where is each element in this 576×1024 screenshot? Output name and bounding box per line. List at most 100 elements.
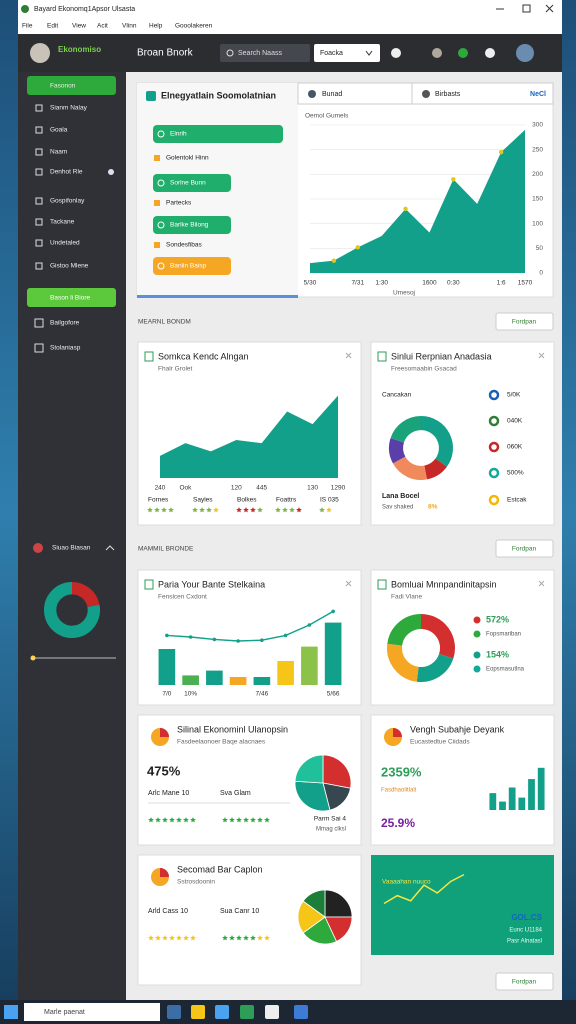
kpi-value: 475%	[147, 763, 181, 778]
taskbar-app[interactable]	[294, 1005, 308, 1019]
star-icon	[296, 507, 302, 513]
checkbox[interactable]	[34, 343, 44, 353]
sidebar-item[interactable]: Fasonon	[50, 83, 76, 90]
taskbar-app[interactable]	[240, 1005, 254, 1019]
star-icon	[264, 935, 270, 941]
sidebar-item[interactable]: Bailgofore	[50, 320, 80, 327]
card-title: Bomluai Mnnpandinitapsin	[391, 579, 497, 589]
data-point	[331, 258, 337, 263]
menu-item[interactable]: Gooolakeren	[175, 23, 213, 30]
taskbar-search[interactable]	[24, 1003, 160, 1021]
section-button-label[interactable]: Fordpan	[512, 546, 537, 553]
taskbar-app[interactable]	[167, 1005, 181, 1019]
maximize-button[interactable]	[522, 4, 531, 13]
button-label[interactable]: Barlke Bilong	[170, 222, 209, 229]
sidebar-item[interactable]: Gospifonlay	[50, 198, 85, 205]
sidebar-item[interactable]: Tackane	[50, 219, 75, 226]
list-item[interactable]: Sondesfibas	[166, 242, 203, 249]
button-label[interactable]: Sorlne Bunn	[170, 180, 206, 187]
sidebar-active[interactable]	[27, 76, 116, 95]
tab-icon	[422, 90, 430, 98]
list-item[interactable]: Partecks	[166, 200, 192, 207]
card-subtitle: Eucastedtue Ciidads	[410, 739, 470, 746]
button-label[interactable]: Banlin Baisp	[170, 263, 207, 270]
star-icon	[282, 507, 288, 513]
trend-point	[236, 639, 240, 643]
start-button[interactable]	[4, 1005, 18, 1019]
legend-dot	[488, 467, 500, 479]
sidebar-item[interactable]: Undetaled	[50, 240, 80, 247]
tab-label[interactable]: NeCl	[530, 91, 546, 98]
green-button[interactable]	[153, 174, 231, 192]
overview-icon	[146, 91, 156, 101]
section-button-label[interactable]: Fordpan	[512, 319, 537, 326]
legend-dot	[473, 651, 481, 659]
checkbox[interactable]	[34, 318, 44, 328]
header-icon[interactable]	[458, 48, 468, 58]
area	[160, 395, 338, 478]
star-icon	[147, 507, 153, 513]
menu-item[interactable]: File	[22, 23, 33, 30]
bar	[528, 779, 535, 810]
brand-name: Broan Bnork	[137, 48, 194, 59]
card-title: Silinal Ekonominl Ulanopsin	[177, 724, 288, 734]
trend-point	[188, 635, 193, 639]
header-icon[interactable]	[432, 48, 442, 58]
taskbar-app[interactable]	[191, 1005, 205, 1019]
list-item[interactable]: Golentokl Hinn	[166, 155, 209, 162]
taskbar-app[interactable]	[265, 1005, 279, 1019]
tab[interactable]	[411, 82, 554, 105]
tab-icon	[308, 90, 316, 98]
sidebar-icon	[35, 197, 43, 205]
bar	[206, 670, 223, 685]
section-button[interactable]	[495, 972, 554, 991]
app-icon	[21, 5, 29, 13]
header-icon[interactable]	[485, 48, 495, 58]
sidebar-item[interactable]: Sianm Nalay	[50, 105, 88, 112]
search-input[interactable]: Search Naass	[238, 50, 282, 57]
sidebar-action[interactable]	[27, 288, 116, 307]
tab-label[interactable]: Bunad	[322, 91, 342, 98]
bar	[499, 801, 506, 810]
menu-item[interactable]: View	[72, 23, 86, 30]
card-subtitle: Fenslcen Cxdont	[158, 594, 207, 601]
menu-item[interactable]: Help	[149, 23, 163, 30]
menu-item[interactable]: Edit	[47, 23, 58, 30]
button-label[interactable]: Elnrih	[170, 131, 187, 138]
close-icon[interactable]	[538, 352, 545, 359]
y-tick-label: 200	[532, 171, 543, 178]
taskbar-app[interactable]	[215, 1005, 229, 1019]
orange-button[interactable]	[153, 257, 231, 275]
bar	[158, 649, 176, 685]
taskbar-search-text[interactable]: Marle paenat	[44, 1009, 85, 1016]
close-icon[interactable]	[538, 580, 545, 587]
badge: GOL.CS	[511, 913, 542, 922]
sidebar-item[interactable]: Naam	[50, 149, 67, 156]
sidebar-item[interactable]: Goala	[50, 127, 68, 134]
green-button[interactable]	[153, 125, 283, 143]
search-box[interactable]	[220, 44, 310, 62]
close-icon[interactable]	[345, 352, 352, 359]
sidebar-item[interactable]: Gistoo Mlene	[50, 263, 89, 270]
section-button[interactable]	[495, 312, 554, 331]
sidebar-item[interactable]: Denhot Rle	[50, 169, 83, 176]
x-tick-label: 240	[155, 485, 166, 492]
tab-label[interactable]: Birbasts	[435, 91, 461, 98]
header-icon[interactable]	[516, 44, 534, 62]
item-icon	[154, 242, 160, 248]
dropdown-value[interactable]: Foacka	[320, 50, 343, 57]
sidebar-button[interactable]: Bason li Biore	[50, 295, 90, 302]
section-button-label[interactable]: Fordpan	[512, 979, 537, 986]
menu-item[interactable]: Acit	[97, 23, 108, 30]
header-icon[interactable]	[391, 48, 401, 58]
dropdown[interactable]	[314, 44, 380, 62]
green-button[interactable]	[153, 216, 231, 234]
menu-item[interactable]: Vlinn	[122, 23, 137, 30]
section-button[interactable]	[495, 539, 554, 558]
close-button[interactable]	[545, 4, 554, 13]
close-icon[interactable]	[345, 580, 352, 587]
sidebar-item[interactable]: Stolaniasp	[50, 345, 81, 352]
star-icon	[192, 507, 198, 513]
